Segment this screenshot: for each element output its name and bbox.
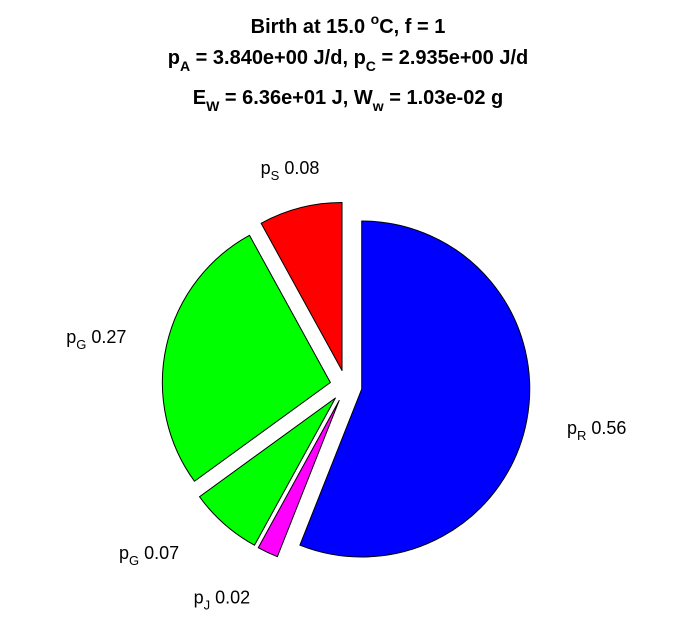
pie-label-pS-4: pS 0.08 [261,158,320,183]
pie-label-pG-3: pG 0.27 [66,327,126,352]
chart-title-line-2: pA = 3.840e+00 J/d, pC = 2.935e+00 J/d [168,47,529,74]
pie-slice-pS-4 [260,202,343,371]
pie-slice-pG-3 [161,234,331,482]
pie-labels: pR 0.56 pJ 0.02 pG 0.07 pG 0.27 pS 0.08 [66,158,626,612]
pie-slice-pG-2 [199,397,336,546]
chart-title-line-3: EW = 6.36e+01 J, Ww = 1.03e-02 g [193,87,503,114]
pie-slices [161,202,531,558]
chart-title-line-1: Birth at 15.0 oC, f = 1 [251,11,446,38]
pie-slice-pJ-1 [257,399,340,558]
pie-label-pJ-1: pJ 0.02 [194,588,251,613]
pie-label-pR-0: pR 0.56 [567,418,626,443]
pie-label-pG-2: pG 0.07 [119,543,179,568]
pie-slice-pR-0 [299,220,531,558]
